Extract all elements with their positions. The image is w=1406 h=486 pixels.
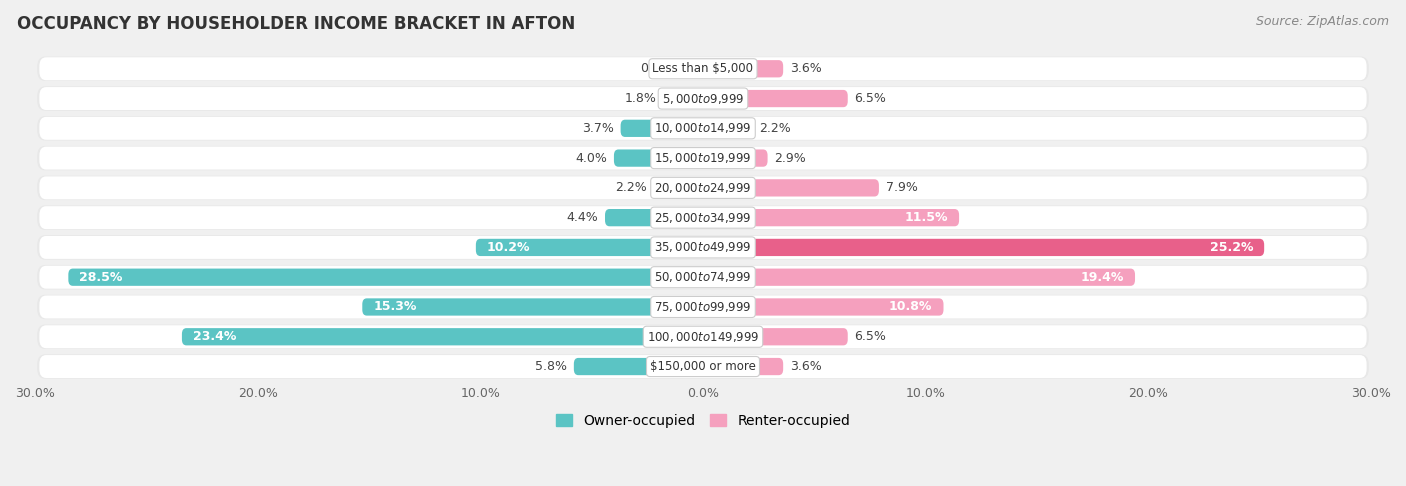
FancyBboxPatch shape [39,206,1367,229]
FancyBboxPatch shape [703,90,848,107]
Text: 2.2%: 2.2% [759,122,790,135]
Text: $50,000 to $74,999: $50,000 to $74,999 [654,270,752,284]
FancyBboxPatch shape [363,298,703,315]
Text: 11.5%: 11.5% [904,211,948,224]
FancyBboxPatch shape [69,269,703,286]
Text: $15,000 to $19,999: $15,000 to $19,999 [654,151,752,165]
Text: 10.8%: 10.8% [889,300,932,313]
Text: $25,000 to $34,999: $25,000 to $34,999 [654,210,752,225]
FancyBboxPatch shape [703,179,879,196]
FancyBboxPatch shape [37,295,1369,319]
Text: 2.2%: 2.2% [616,181,647,194]
FancyBboxPatch shape [703,358,783,375]
FancyBboxPatch shape [39,295,1367,318]
FancyBboxPatch shape [686,60,703,77]
Text: $100,000 to $149,999: $100,000 to $149,999 [647,330,759,344]
FancyBboxPatch shape [37,265,1369,290]
Text: $20,000 to $24,999: $20,000 to $24,999 [654,181,752,195]
Text: 3.6%: 3.6% [790,62,821,75]
Text: 23.4%: 23.4% [193,330,236,343]
FancyBboxPatch shape [39,87,1367,110]
Text: 10.2%: 10.2% [486,241,530,254]
FancyBboxPatch shape [181,328,703,346]
Text: $75,000 to $99,999: $75,000 to $99,999 [654,300,752,314]
Text: 15.3%: 15.3% [374,300,416,313]
FancyBboxPatch shape [37,56,1369,81]
Text: 7.9%: 7.9% [886,181,918,194]
Text: 25.2%: 25.2% [1209,241,1253,254]
FancyBboxPatch shape [662,90,703,107]
Text: 1.8%: 1.8% [624,92,657,105]
Text: 28.5%: 28.5% [80,271,122,284]
FancyBboxPatch shape [37,206,1369,230]
FancyBboxPatch shape [39,355,1367,378]
FancyBboxPatch shape [574,358,703,375]
Text: 3.7%: 3.7% [582,122,614,135]
FancyBboxPatch shape [703,328,848,346]
FancyBboxPatch shape [614,150,703,167]
FancyBboxPatch shape [703,298,943,315]
Text: $10,000 to $14,999: $10,000 to $14,999 [654,122,752,135]
FancyBboxPatch shape [37,87,1369,111]
FancyBboxPatch shape [39,57,1367,80]
FancyBboxPatch shape [39,325,1367,348]
FancyBboxPatch shape [37,116,1369,140]
Text: $35,000 to $49,999: $35,000 to $49,999 [654,241,752,255]
Text: 0.73%: 0.73% [640,62,681,75]
FancyBboxPatch shape [39,266,1367,289]
Text: 5.8%: 5.8% [536,360,567,373]
FancyBboxPatch shape [39,236,1367,259]
Text: Source: ZipAtlas.com: Source: ZipAtlas.com [1256,15,1389,28]
FancyBboxPatch shape [39,176,1367,199]
FancyBboxPatch shape [605,209,703,226]
FancyBboxPatch shape [654,179,703,196]
FancyBboxPatch shape [703,150,768,167]
FancyBboxPatch shape [39,117,1367,140]
FancyBboxPatch shape [37,235,1369,260]
Text: 19.4%: 19.4% [1080,271,1123,284]
FancyBboxPatch shape [37,325,1369,349]
FancyBboxPatch shape [620,120,703,137]
Text: 3.6%: 3.6% [790,360,821,373]
FancyBboxPatch shape [703,239,1264,256]
Legend: Owner-occupied, Renter-occupied: Owner-occupied, Renter-occupied [550,408,856,434]
FancyBboxPatch shape [703,120,752,137]
FancyBboxPatch shape [703,269,1135,286]
FancyBboxPatch shape [475,239,703,256]
Text: OCCUPANCY BY HOUSEHOLDER INCOME BRACKET IN AFTON: OCCUPANCY BY HOUSEHOLDER INCOME BRACKET … [17,15,575,33]
Text: 4.4%: 4.4% [567,211,599,224]
FancyBboxPatch shape [37,146,1369,170]
FancyBboxPatch shape [37,354,1369,379]
FancyBboxPatch shape [703,209,959,226]
Text: $5,000 to $9,999: $5,000 to $9,999 [662,91,744,105]
Text: 4.0%: 4.0% [575,152,607,165]
Text: Less than $5,000: Less than $5,000 [652,62,754,75]
Text: 6.5%: 6.5% [855,330,886,343]
Text: 6.5%: 6.5% [855,92,886,105]
FancyBboxPatch shape [703,60,783,77]
Text: $150,000 or more: $150,000 or more [650,360,756,373]
FancyBboxPatch shape [39,147,1367,170]
FancyBboxPatch shape [37,175,1369,200]
Text: 2.9%: 2.9% [775,152,806,165]
